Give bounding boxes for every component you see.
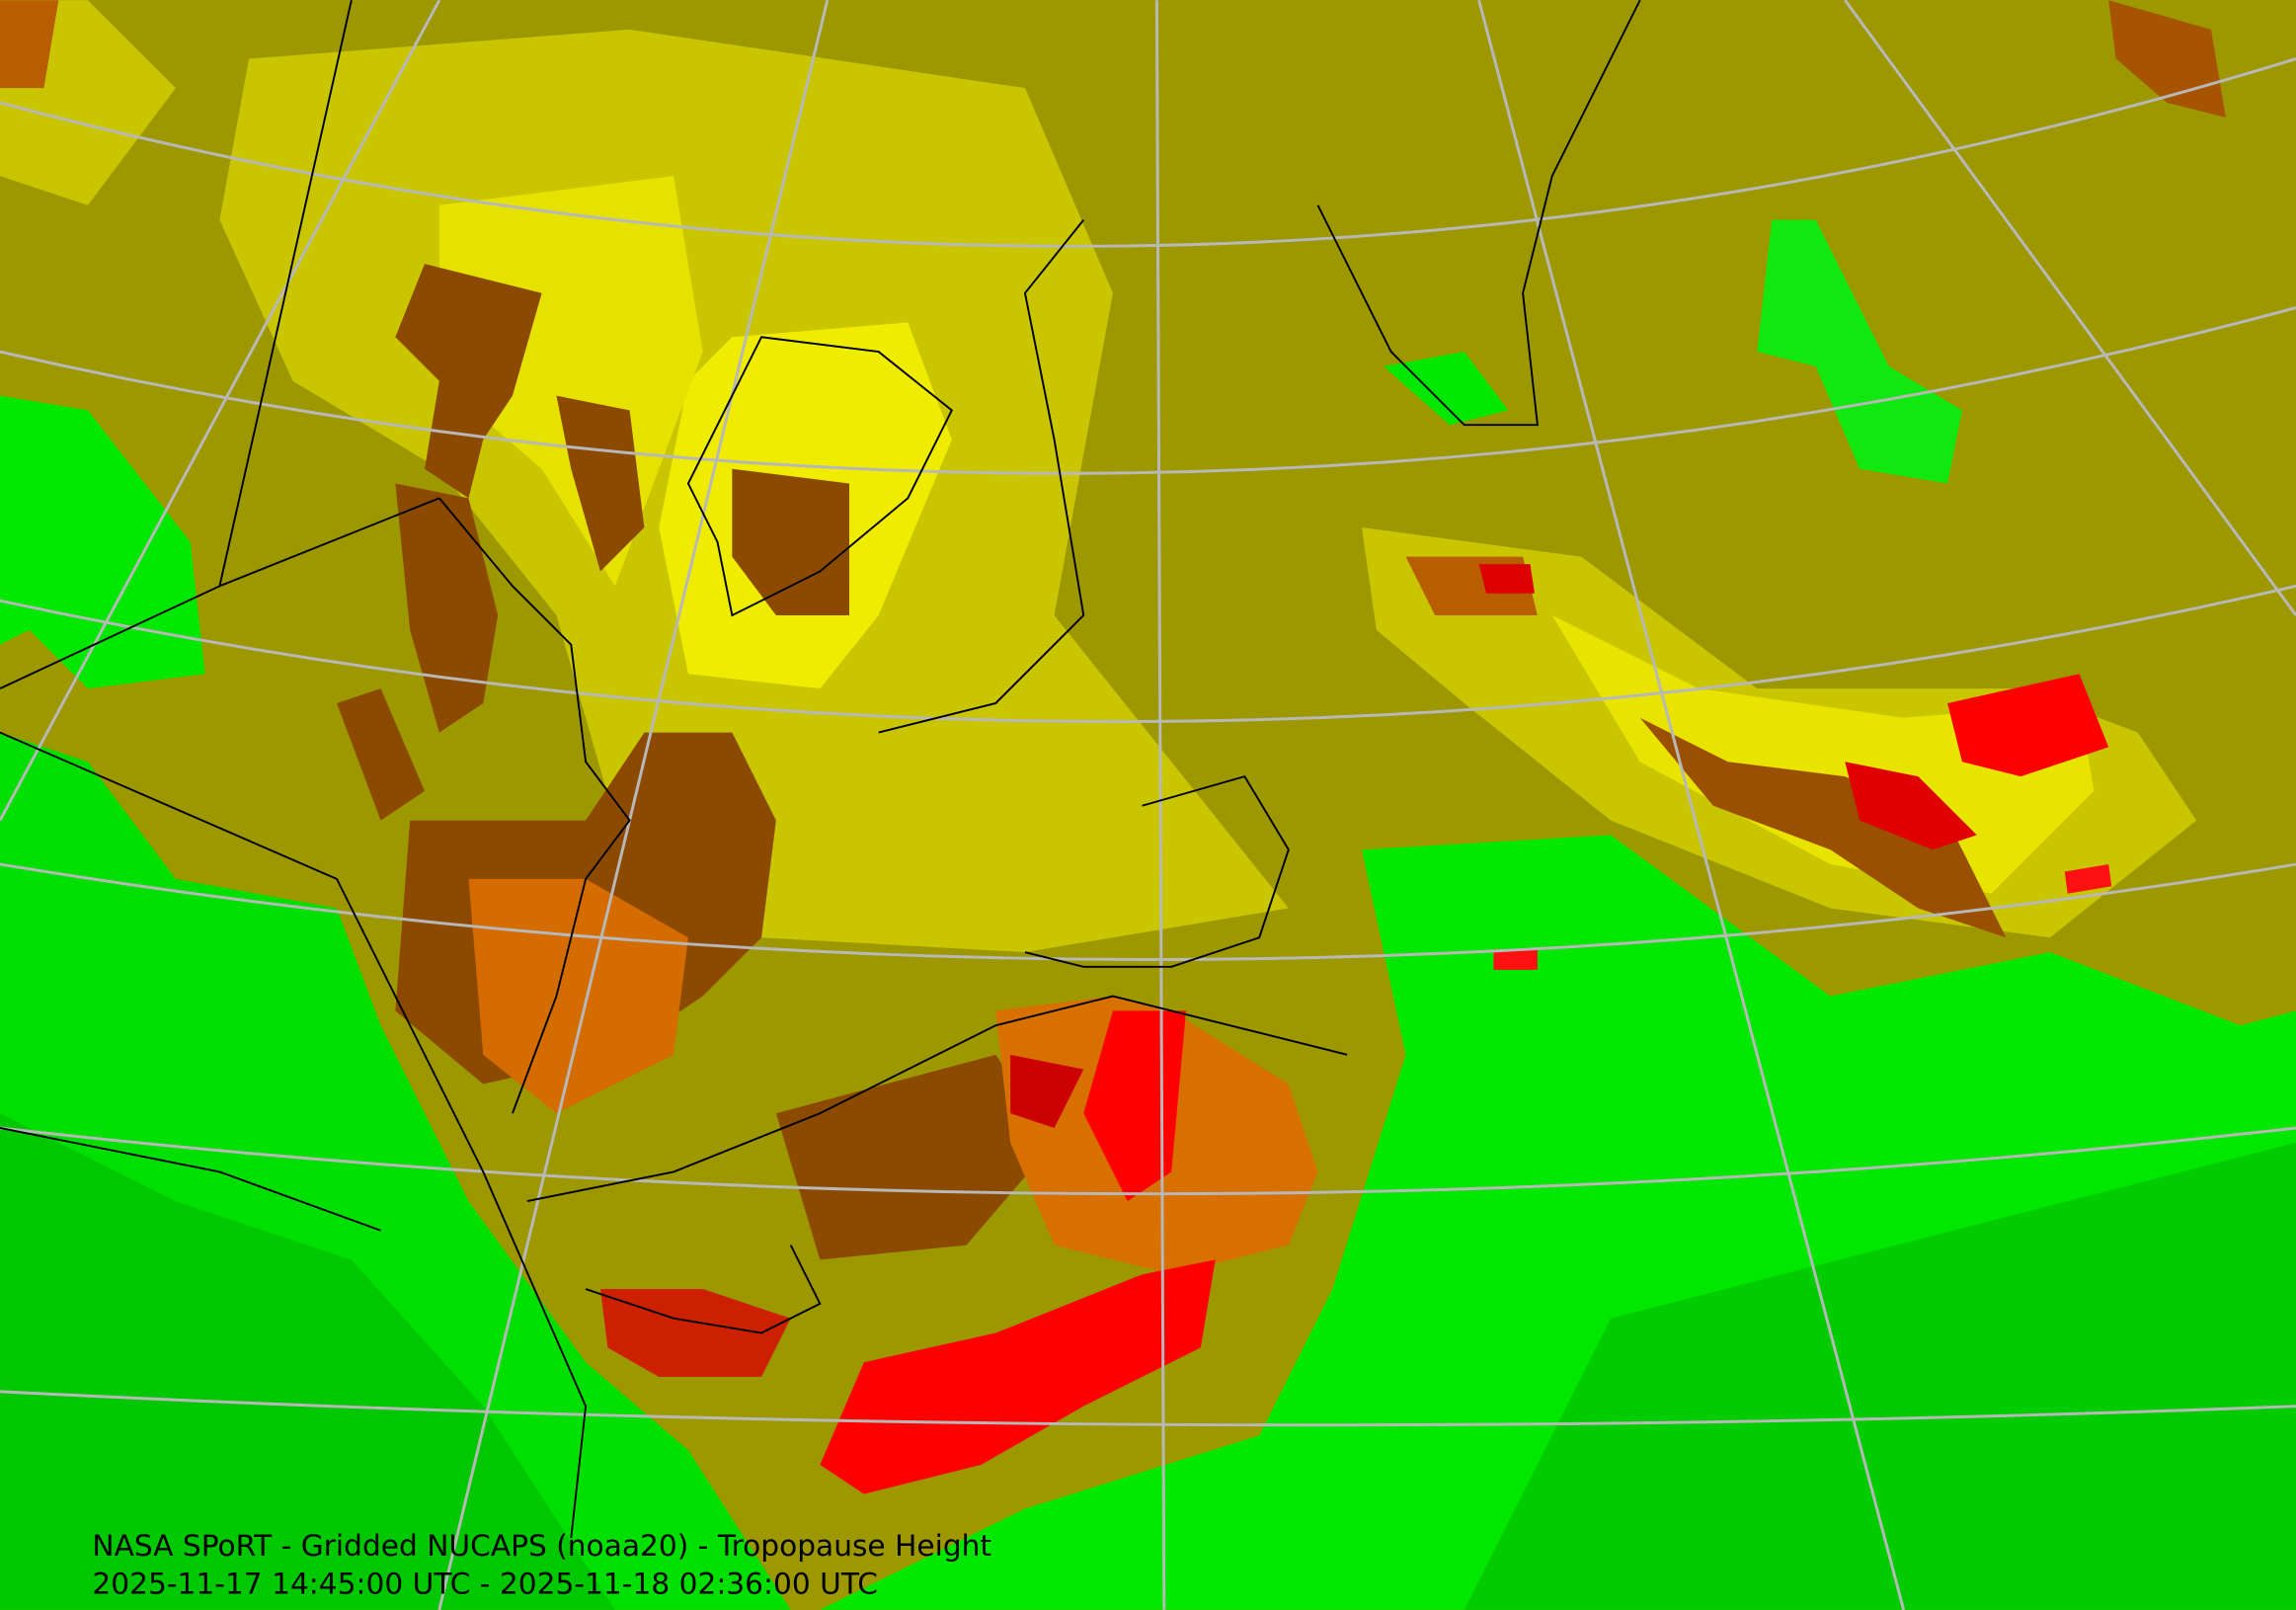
- caption: NASA SPoRT - Gridded NUCAPS (noaa20) - T…: [92, 1528, 991, 1601]
- caption-time-range: 2025-11-17 14:45:00 UTC - 2025-11-18 02:…: [92, 1566, 878, 1600]
- caption-title: NASA SPoRT - Gridded NUCAPS (noaa20) - T…: [92, 1528, 991, 1563]
- coastlines: [0, 0, 1641, 1539]
